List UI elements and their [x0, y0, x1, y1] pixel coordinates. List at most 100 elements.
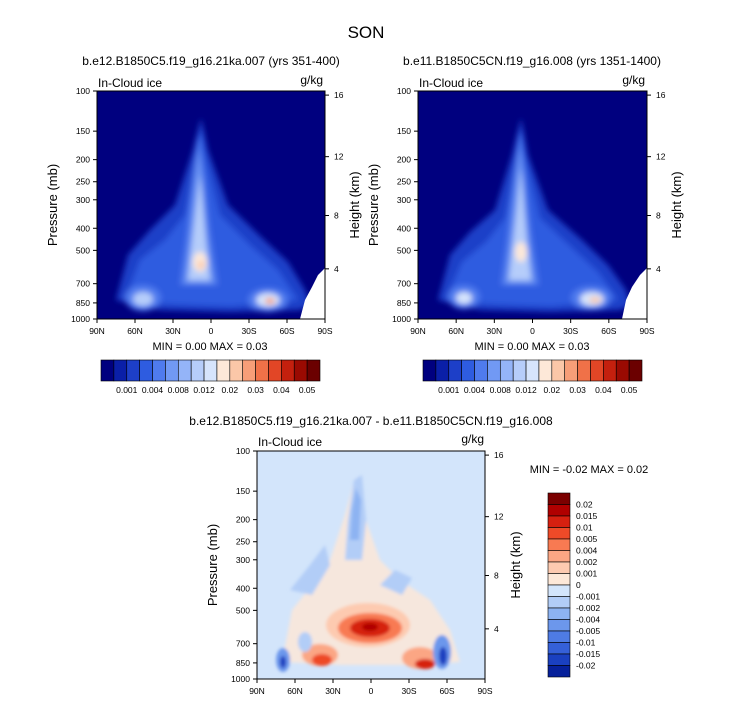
y-tick-label: 300 — [76, 195, 90, 205]
colorbar-label: 0.04 — [273, 385, 290, 395]
colorbar-label: 0.015 — [576, 511, 598, 521]
y-tick-label: 1000 — [392, 314, 411, 324]
y2-tick-label: 12 — [334, 152, 344, 162]
colorbar-swatch — [547, 607, 571, 620]
colorbar-label: 0.05 — [621, 385, 638, 395]
colorbar-swatch — [547, 619, 571, 632]
colorbar-swatch — [564, 359, 578, 382]
x-tick-label: 0 — [369, 686, 374, 696]
colorbar-label: 0.02 — [576, 500, 593, 510]
colorbar-swatch — [547, 665, 571, 678]
axis-ticks: 100 150 200 250 300 400 500 700 850 1000 16 12 8 4 90N… — [392, 86, 666, 336]
y-tick-label: 850 — [236, 658, 250, 668]
colorbar-swatch — [190, 359, 205, 382]
axis-ticks: 100 150 200 250 300 400 500 700 850 1000 16 12 8 4 90N… — [231, 446, 504, 696]
colorbar-label: 0.03 — [247, 385, 264, 395]
x-tick-label: 0 — [530, 326, 535, 336]
colorbar-label: -0.015 — [576, 649, 600, 659]
colorbar-swatch — [590, 359, 604, 382]
colorbar-swatch — [216, 359, 231, 382]
y-tick-label: 250 — [397, 177, 411, 187]
y-axis-label: Pressure (mb) — [366, 164, 381, 246]
panel-case2: b.e11.B1850C5CN.f19_g16.008 (yrs 1351-14… — [366, 54, 684, 395]
x-tick-label: 30S — [401, 686, 416, 696]
colorbar-swatch — [203, 359, 218, 382]
colorbar-label: 0.008 — [490, 385, 512, 395]
colorbar-swatch — [538, 359, 553, 382]
colorbar-swatch — [487, 359, 501, 382]
colorbar-label: -0.001 — [576, 592, 600, 602]
panel-subtitle: b.e12.B1850C5.f19_g16.21ka.007 (yrs 351-… — [82, 54, 340, 68]
x-tick-label: 60S — [601, 326, 616, 336]
y-tick-label: 850 — [76, 298, 90, 308]
y-tick-label: 150 — [236, 486, 250, 496]
y2-tick-label: 16 — [334, 90, 344, 100]
colorbar-label: -0.005 — [576, 626, 600, 636]
colorbar-swatch — [242, 359, 256, 382]
stats-label: MIN = 0.00 MAX = 0.03 — [475, 341, 590, 353]
colorbar-swatch — [229, 359, 244, 382]
colorbar-label: 0.008 — [168, 385, 190, 395]
y-tick-label: 300 — [236, 555, 250, 565]
colorbar-swatch — [628, 359, 643, 382]
colorbar-swatch — [547, 515, 571, 528]
y2-tick-label: 8 — [334, 210, 339, 220]
units-label: g/kg — [461, 432, 484, 446]
y-tick-label: 500 — [76, 245, 90, 255]
stats-label: MIN = -0.02 MAX = 0.02 — [530, 464, 649, 476]
y2-axis-label: Height (km) — [347, 171, 362, 238]
colorbar-swatch — [306, 359, 321, 382]
colorbar-label: 0.001 — [116, 385, 138, 395]
colorbar-swatch — [547, 573, 571, 586]
contour-field — [418, 91, 647, 319]
y-tick-label: 400 — [236, 583, 250, 593]
y-tick-label: 200 — [76, 155, 90, 165]
y-tick-label: 100 — [236, 446, 250, 456]
y-tick-label: 200 — [397, 155, 411, 165]
x-tick-label: 30N — [487, 326, 503, 336]
colorbar-swatch — [577, 359, 591, 382]
y-tick-label: 700 — [76, 279, 90, 289]
y2-tick-label: 8 — [494, 570, 499, 580]
variable-label: In-Cloud ice — [98, 76, 162, 90]
variable-label: In-Cloud ice — [258, 435, 322, 449]
y-tick-label: 300 — [397, 195, 411, 205]
y2-tick-label: 4 — [494, 624, 499, 634]
x-tick-label: 30N — [325, 686, 341, 696]
y-tick-label: 150 — [397, 126, 411, 136]
panel-subtitle: b.e11.B1850C5CN.f19_g16.008 (yrs 1351-14… — [403, 54, 661, 68]
y-tick-label: 500 — [236, 605, 250, 615]
x-tick-label: 90N — [89, 326, 105, 336]
colorbar-swatch — [547, 504, 571, 517]
y2-axis-label: Height (km) — [669, 171, 684, 238]
colorbar-label: 0.004 — [576, 546, 598, 556]
y-axis-label: Pressure (mb) — [205, 524, 220, 606]
y2-tick-label: 4 — [334, 264, 339, 274]
colorbar-swatch — [435, 359, 450, 382]
colorbar-label: -0.01 — [576, 638, 596, 648]
y-tick-label: 100 — [397, 86, 411, 96]
colorbar-label: 0.05 — [299, 385, 316, 395]
y-tick-label: 150 — [76, 126, 90, 136]
colorbar-swatch — [547, 550, 571, 563]
x-tick-label: 60S — [439, 686, 454, 696]
colorbar-swatch — [499, 359, 514, 382]
colorbar-swatch — [525, 359, 540, 382]
colorbar: 0.001 0.004 0.008 0.012 0.02 0.03 0.04 0.05 — [422, 359, 643, 395]
colorbar-swatch — [177, 359, 192, 382]
colorbar-label: 0.03 — [569, 385, 586, 395]
x-tick-label: 90N — [410, 326, 426, 336]
colorbar-swatch — [547, 653, 571, 666]
colorbar-swatch — [100, 359, 115, 382]
variable-label: In-Cloud ice — [419, 76, 483, 90]
y-tick-label: 400 — [76, 223, 90, 233]
units-label: g/kg — [622, 73, 645, 87]
colorbar-swatch — [474, 359, 488, 382]
colorbar-swatch — [422, 359, 437, 382]
y-tick-label: 1000 — [231, 674, 250, 684]
y-tick-label: 700 — [397, 279, 411, 289]
units-label: g/kg — [300, 73, 323, 87]
y-tick-label: 250 — [76, 177, 90, 187]
colorbar-label: 0.04 — [595, 385, 612, 395]
